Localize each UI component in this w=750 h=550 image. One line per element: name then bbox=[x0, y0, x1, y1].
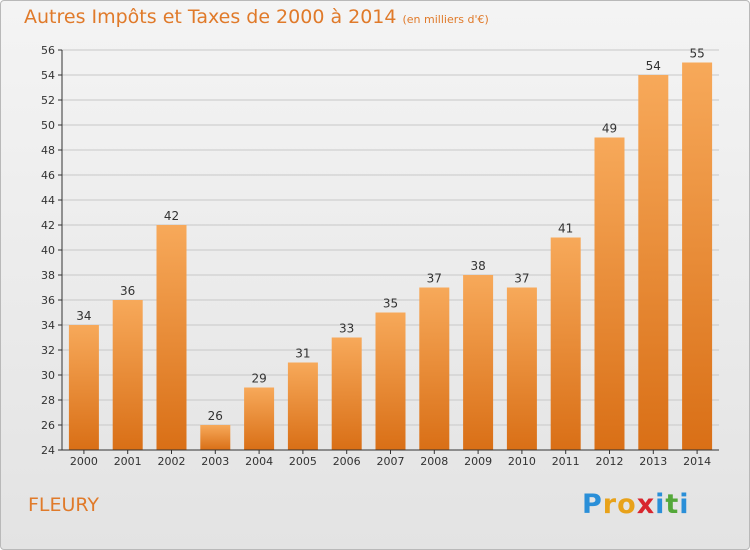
logo-letter: o bbox=[617, 489, 637, 520]
x-tick-label: 2002 bbox=[158, 455, 186, 468]
x-tick-label: 2010 bbox=[508, 455, 536, 468]
x-tick-label: 2005 bbox=[289, 455, 317, 468]
data-label: 37 bbox=[514, 272, 529, 286]
chart-title: Autres Impôts et Taxes de 2000 à 2014 (en… bbox=[24, 6, 489, 28]
x-tick-label: 2003 bbox=[201, 455, 229, 468]
bar-2005 bbox=[287, 362, 318, 450]
bar-2008 bbox=[419, 287, 450, 450]
bars bbox=[68, 62, 713, 450]
y-tick-label: 46 bbox=[41, 169, 55, 182]
bar-2001 bbox=[112, 300, 143, 450]
x-tick-label: 2014 bbox=[683, 455, 711, 468]
chart-title-main: Autres Impôts et Taxes de 2000 à 2014 bbox=[24, 6, 397, 28]
y-tick-label: 44 bbox=[41, 194, 55, 207]
data-label: 41 bbox=[558, 222, 573, 236]
y-tick-label: 32 bbox=[41, 344, 55, 357]
bar-2011 bbox=[550, 237, 581, 450]
logo-letter: t bbox=[665, 489, 680, 520]
logo-letter: P bbox=[582, 489, 603, 520]
bar-2013 bbox=[638, 75, 669, 450]
bar-2014 bbox=[682, 62, 713, 450]
bar-2003 bbox=[200, 425, 231, 450]
data-label: 34 bbox=[76, 309, 91, 323]
bar-2009 bbox=[463, 275, 494, 450]
y-tick-label: 30 bbox=[41, 369, 55, 382]
labels: 24 26 28 30 32 34 36 38 40 42 44 46 48 50 52 54 56 2000 34… bbox=[41, 44, 711, 468]
bar-2002 bbox=[156, 225, 187, 450]
bar-2007 bbox=[375, 312, 406, 450]
y-tick-label: 24 bbox=[41, 444, 55, 457]
data-label: 38 bbox=[470, 259, 485, 273]
place-name: FLEURY bbox=[28, 494, 100, 516]
bar-2010 bbox=[506, 287, 537, 450]
x-tick-label: 2001 bbox=[114, 455, 142, 468]
x-tick-label: 2011 bbox=[552, 455, 580, 468]
proxiti-logo: Proxiti bbox=[582, 489, 690, 520]
bar-2006 bbox=[331, 337, 362, 450]
y-tick-label: 42 bbox=[41, 219, 55, 232]
x-tick-label: 2000 bbox=[70, 455, 98, 468]
x-tick-label: 2009 bbox=[464, 455, 492, 468]
y-tick-label: 28 bbox=[41, 394, 55, 407]
y-tick-label: 50 bbox=[41, 119, 55, 132]
y-tick-label: 34 bbox=[41, 319, 55, 332]
x-tick-label: 2013 bbox=[639, 455, 667, 468]
data-label: 54 bbox=[646, 59, 661, 73]
y-tick-label: 38 bbox=[41, 269, 55, 282]
data-label: 29 bbox=[251, 372, 266, 386]
data-label: 55 bbox=[689, 47, 704, 61]
logo-letter: x bbox=[636, 489, 656, 520]
y-tick-label: 52 bbox=[41, 94, 55, 107]
x-tick-label: 2008 bbox=[420, 455, 448, 468]
bar-2012 bbox=[594, 137, 625, 450]
y-tick-label: 36 bbox=[41, 294, 55, 307]
x-tick-label: 2004 bbox=[245, 455, 273, 468]
logo-letter: i bbox=[655, 489, 666, 520]
data-label: 42 bbox=[164, 209, 179, 223]
data-label: 31 bbox=[295, 347, 310, 361]
x-tick-label: 2012 bbox=[596, 455, 624, 468]
data-label: 26 bbox=[208, 409, 223, 423]
logo-letter: i bbox=[679, 489, 690, 520]
y-tick-label: 40 bbox=[41, 244, 55, 257]
x-tick-label: 2006 bbox=[333, 455, 361, 468]
data-label: 36 bbox=[120, 284, 135, 298]
y-tick-label: 26 bbox=[41, 419, 55, 432]
bar-2004 bbox=[244, 387, 275, 450]
data-label: 49 bbox=[602, 122, 617, 136]
logo-letter: r bbox=[602, 489, 618, 520]
axes bbox=[58, 49, 719, 454]
y-tick-label: 54 bbox=[41, 69, 55, 82]
bar-2000 bbox=[68, 325, 99, 450]
data-label: 33 bbox=[339, 322, 354, 336]
x-tick-label: 2007 bbox=[377, 455, 405, 468]
y-tick-label: 48 bbox=[41, 144, 55, 157]
data-label: 37 bbox=[427, 272, 442, 286]
data-label: 35 bbox=[383, 297, 398, 311]
y-tick-label: 56 bbox=[41, 44, 55, 57]
chart-title-unit: (en milliers d'€) bbox=[402, 13, 489, 26]
